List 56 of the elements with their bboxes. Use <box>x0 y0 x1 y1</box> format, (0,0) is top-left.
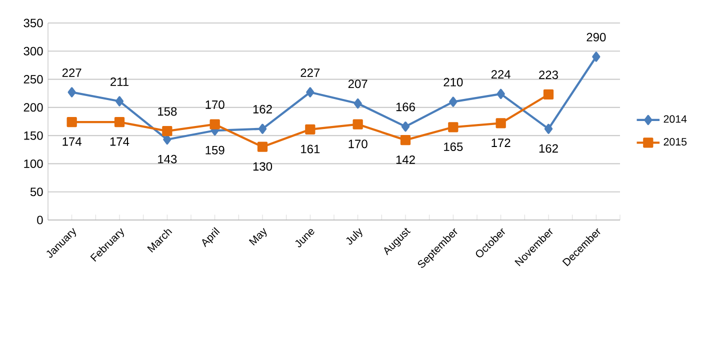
data-label: 162 <box>539 144 558 153</box>
point <box>162 126 172 136</box>
point <box>305 124 316 134</box>
data-label: 165 <box>444 142 463 152</box>
data-label: 158 <box>158 107 177 116</box>
point <box>496 118 506 128</box>
point <box>306 87 314 98</box>
data-label: 143 <box>158 154 177 164</box>
point <box>114 116 125 128</box>
data-label: 161 <box>301 144 320 154</box>
point <box>448 122 458 132</box>
point <box>496 88 505 99</box>
point <box>543 89 554 100</box>
x-tick-label: May <box>248 228 267 246</box>
data-label: 142 <box>396 155 415 164</box>
y-tick-label: 200 <box>24 103 43 112</box>
point <box>401 121 410 132</box>
y-tick-label: 50 <box>30 188 43 196</box>
point <box>68 87 76 98</box>
point <box>449 96 458 107</box>
point <box>354 98 362 109</box>
y-tick-label: 300 <box>24 46 43 56</box>
data-label: 207 <box>348 80 368 88</box>
point <box>210 119 220 130</box>
x-tick-label: July <box>346 228 362 245</box>
point <box>66 116 77 128</box>
point <box>352 119 363 130</box>
data-label: 162 <box>253 104 272 114</box>
y-tick-label: 350 <box>24 18 43 28</box>
data-label: 172 <box>492 138 510 147</box>
data-label: 223 <box>539 70 558 80</box>
point <box>592 52 600 62</box>
point <box>257 142 268 152</box>
data-label: 227 <box>300 68 320 77</box>
data-label: 227 <box>62 68 82 77</box>
data-label: 166 <box>396 102 415 112</box>
data-label: 174 <box>62 137 82 146</box>
point <box>544 124 553 134</box>
data-label: 290 <box>586 32 606 42</box>
point <box>400 135 411 146</box>
data-label: 174 <box>110 137 130 146</box>
data-label: 170 <box>348 140 368 148</box>
data-label: 211 <box>110 77 128 86</box>
y-tick-label: 100 <box>24 159 43 168</box>
legend-label: 2015 <box>664 138 687 146</box>
data-label: 224 <box>491 70 510 79</box>
data-label: 159 <box>206 146 224 154</box>
y-tick-label: 0 <box>37 216 43 224</box>
y-tick-label: 250 <box>24 75 43 84</box>
y-tick-label: 150 <box>24 131 43 140</box>
data-label: 130 <box>253 162 272 171</box>
data-label: 170 <box>206 100 224 109</box>
legend-label: 2014 <box>664 115 687 123</box>
data-label: 210 <box>444 78 463 86</box>
point <box>258 124 267 134</box>
point <box>115 96 124 106</box>
